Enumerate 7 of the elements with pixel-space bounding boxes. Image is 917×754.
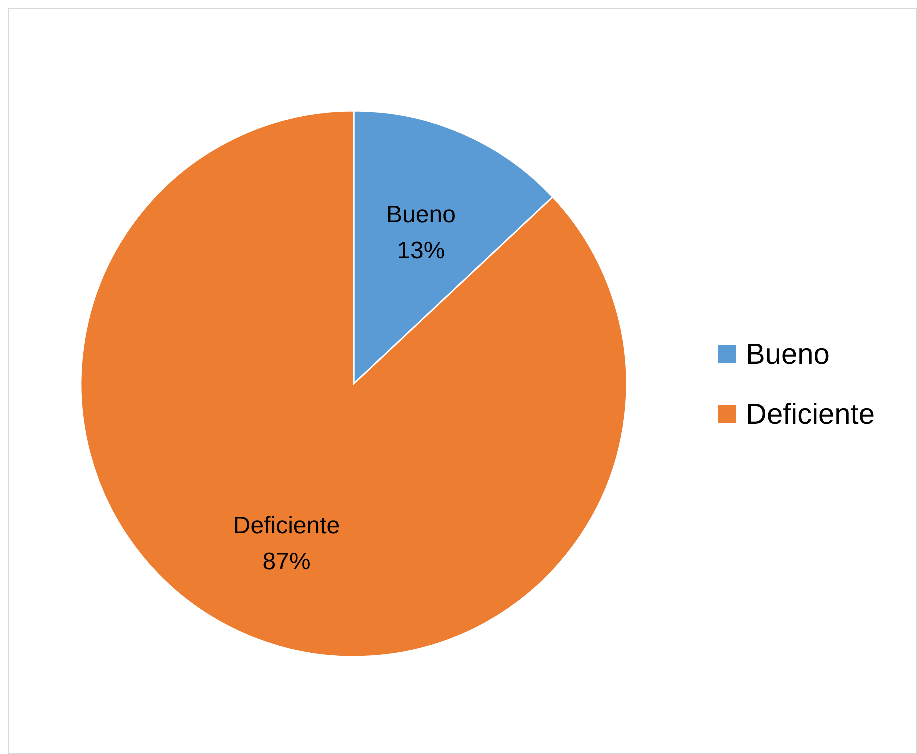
legend-label: Deficiente [746, 399, 875, 431]
data-label: 87% [262, 548, 311, 576]
legend-label: Bueno [746, 339, 830, 371]
pie-slice [80, 110, 628, 658]
data-label: 13% [397, 238, 446, 265]
slice-label: Deficiente [233, 512, 340, 540]
slice-label: Bueno [386, 202, 456, 229]
